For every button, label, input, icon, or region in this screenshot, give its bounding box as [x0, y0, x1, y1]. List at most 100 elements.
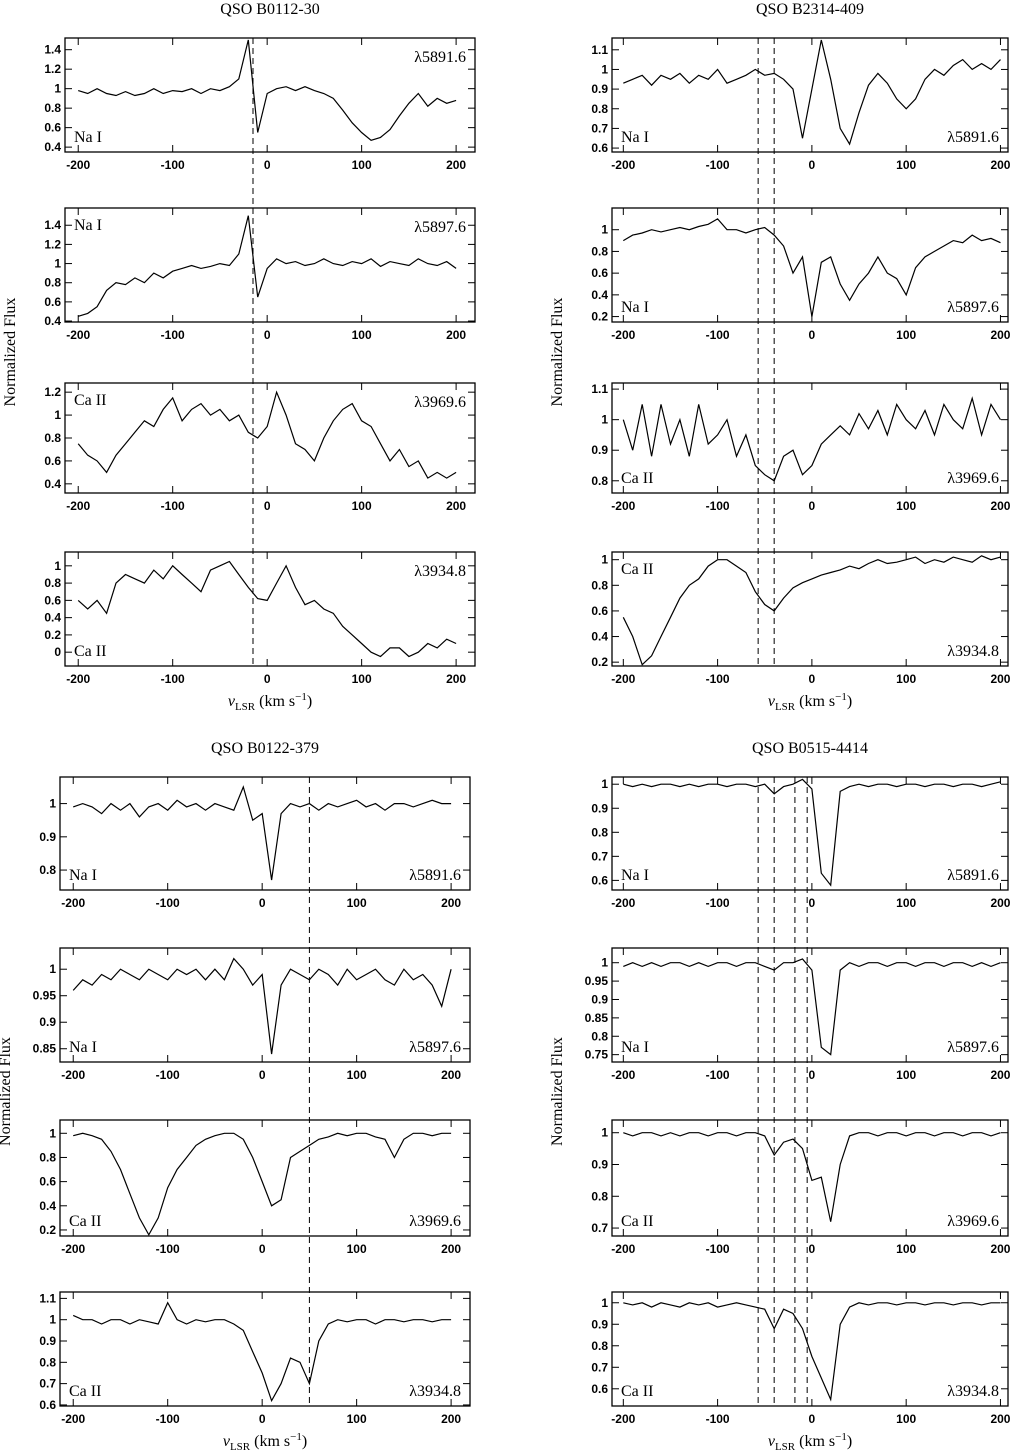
y-tick-label: 0.4 [44, 140, 61, 154]
ion-label: Na I [74, 129, 102, 146]
x-tick-label: -100 [706, 1068, 730, 1082]
x-tick-label: 100 [896, 896, 916, 910]
y-tick-label: 0.6 [591, 1382, 608, 1396]
plot-frame [64, 551, 476, 667]
line-label: λ3969.6 [414, 394, 466, 411]
x-axis-label: vLSR (km s−1) [228, 691, 312, 713]
y-tick-label: 0.8 [591, 1339, 608, 1353]
spectrum [623, 39, 1001, 146]
y-tick-label: 0.8 [591, 578, 608, 592]
plot-frame [59, 776, 471, 891]
y-tick-label: 0.6 [591, 141, 608, 155]
plot-frame [611, 37, 1009, 153]
y-tick-label: 1.2 [44, 62, 61, 76]
line-label: λ5891.6 [409, 867, 461, 884]
y-tick-label: 0.8 [44, 576, 61, 590]
line-label: λ3934.8 [409, 1383, 461, 1400]
x-tick-label: -100 [161, 328, 185, 342]
x-tick-label: 200 [446, 672, 466, 686]
x-axis-label-part: −1 [835, 1431, 847, 1443]
x-tick-label: -100 [706, 328, 730, 342]
y-tick-label: 0.7 [591, 1360, 608, 1374]
x-tick-label: 200 [446, 328, 466, 342]
x-tick-label: 200 [446, 499, 466, 513]
x-tick-label: -100 [706, 499, 730, 513]
y-tick-label: 0.7 [591, 849, 608, 863]
line-label: λ3969.6 [947, 470, 999, 487]
x-tick-label: 200 [441, 1412, 461, 1426]
y-tick-label: 0.8 [591, 102, 608, 116]
x-tick-label: -200 [611, 1068, 635, 1082]
y-tick-label: 0.4 [44, 611, 61, 625]
x-tick-label: 200 [990, 896, 1010, 910]
x-tick-label: 0 [809, 1242, 816, 1256]
x-tick-label: 100 [896, 158, 916, 172]
spectrum [623, 1302, 1001, 1402]
x-tick-label: 0 [809, 328, 816, 342]
ion-label: Ca II [74, 643, 106, 660]
spectrum [78, 215, 457, 317]
panel-title: QSO B0122-379 [211, 740, 319, 757]
x-axis-label-part: −1 [835, 691, 847, 703]
x-axis-label-part: ) [307, 693, 312, 710]
y-tick-label: 0.9 [591, 1317, 608, 1331]
line-label: λ3934.8 [947, 643, 999, 660]
x-tick-label: 200 [990, 1068, 1010, 1082]
y-tick-label: 0.95 [585, 974, 609, 988]
x-axis-label-part: LSR [775, 1441, 796, 1452]
y-tick-label: 1.4 [44, 218, 61, 232]
x-axis-label-part: LSR [775, 701, 796, 713]
x-tick-label: -200 [66, 158, 90, 172]
y-tick-label: 1.2 [44, 385, 61, 399]
spectrum [73, 785, 452, 881]
y-tick-label: 0.2 [591, 310, 608, 324]
x-tick-label: 200 [990, 1412, 1010, 1426]
x-tick-label: 100 [347, 1242, 367, 1256]
x-tick-label: 100 [347, 1412, 367, 1426]
line-label: λ3934.8 [947, 1383, 999, 1400]
ion-label: Ca II [621, 561, 653, 578]
x-tick-label: -100 [161, 499, 185, 513]
plot-frame [611, 551, 1009, 667]
x-tick-label: -200 [611, 672, 635, 686]
x-axis-label-part: v [228, 693, 236, 710]
x-tick-label: -200 [61, 1242, 85, 1256]
x-tick-label: -100 [706, 1412, 730, 1426]
x-axis-label-part: v [768, 693, 776, 710]
y-tick-label: 0.8 [44, 431, 61, 445]
panel-title: QSO B2314-409 [756, 1, 864, 18]
y-tick-label: 0.4 [44, 477, 61, 491]
ion-label: Ca II [74, 392, 106, 409]
line-label: λ3969.6 [409, 1213, 461, 1230]
y-tick-label: 0.7 [39, 1377, 56, 1391]
x-tick-label: -100 [156, 1412, 180, 1426]
ion-label: Na I [621, 1039, 649, 1056]
x-tick-label: -100 [156, 1068, 180, 1082]
x-axis-label-part: −1 [295, 691, 307, 703]
x-tick-label: -100 [156, 1242, 180, 1256]
x-tick-label: -200 [61, 1068, 85, 1082]
x-tick-label: -100 [706, 158, 730, 172]
x-axis-label-part: −1 [290, 1431, 302, 1443]
spectrum [77, 390, 457, 479]
x-axis-label-part: v [768, 1433, 776, 1450]
x-axis-label-part: v [223, 1433, 231, 1450]
y-tick-label: 1 [601, 62, 608, 76]
line-label: λ5891.6 [947, 867, 999, 884]
line-label: λ5897.6 [947, 1039, 999, 1056]
ion-label: Na I [621, 867, 649, 884]
y-tick-label: 1 [601, 1296, 608, 1310]
y-tick-label: 0.7 [591, 1221, 608, 1235]
x-axis-label-part: ) [302, 1433, 307, 1450]
y-tick-label: 0.2 [39, 1223, 56, 1237]
x-tick-label: 100 [352, 328, 372, 342]
x-tick-label: -200 [61, 896, 85, 910]
y-tick-label: 0.9 [591, 801, 608, 815]
x-tick-label: -200 [66, 328, 90, 342]
x-tick-label: -200 [611, 896, 635, 910]
y-tick-label: 0.9 [591, 1157, 608, 1171]
plot-frame [64, 37, 476, 153]
plot-frame [59, 1291, 471, 1407]
x-tick-label: -200 [611, 499, 635, 513]
line-label: λ5897.6 [947, 299, 999, 316]
